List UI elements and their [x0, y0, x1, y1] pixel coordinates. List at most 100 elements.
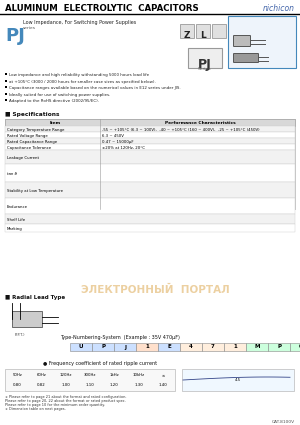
- FancyBboxPatch shape: [233, 36, 250, 46]
- FancyBboxPatch shape: [233, 54, 259, 62]
- Bar: [202, 343, 224, 351]
- Bar: [5, 119, 295, 126]
- Text: Rated Voltage Range: Rated Voltage Range: [7, 133, 48, 138]
- Bar: [5, 132, 295, 138]
- Text: ● Frequency coefficient of rated ripple current: ● Frequency coefficient of rated ripple …: [43, 361, 157, 366]
- Text: Performance Characteristics: Performance Characteristics: [165, 121, 236, 125]
- Text: 7: 7: [211, 345, 215, 349]
- Bar: [5, 126, 295, 132]
- Bar: [246, 343, 268, 351]
- Bar: [5, 224, 295, 232]
- Bar: [5, 369, 175, 391]
- Text: P(P.T.): P(P.T.): [15, 333, 26, 337]
- Bar: [5, 182, 295, 198]
- Bar: [5, 198, 295, 214]
- Text: CAT.8100V: CAT.8100V: [272, 420, 295, 424]
- Text: P: P: [101, 345, 105, 349]
- Text: -55 ~ +105°C (6.3 ~ 100V),  -40 ~ +105°C (160 ~ 400V),  -25 ~ +105°C (450V): -55 ~ +105°C (6.3 ~ 100V), -40 ~ +105°C …: [102, 128, 260, 131]
- Text: Capacitance Tolerance: Capacitance Tolerance: [7, 145, 51, 150]
- Text: Item: Item: [50, 121, 61, 125]
- Text: Ideally suited for use of switching power supplies.: Ideally suited for use of switching powe…: [9, 93, 110, 96]
- Text: ±20% at 120Hz, 20°C: ±20% at 120Hz, 20°C: [102, 145, 145, 150]
- Text: 10kHz: 10kHz: [133, 373, 145, 377]
- Text: 4.5: 4.5: [235, 378, 241, 382]
- Text: Endurance: Endurance: [7, 204, 28, 209]
- Text: 1: 1: [145, 345, 149, 349]
- Text: 1.00: 1.00: [61, 383, 70, 387]
- Text: U: U: [79, 345, 83, 349]
- Text: ∗ Please refer to page 21 about the format and rated configuration.: ∗ Please refer to page 21 about the form…: [5, 395, 127, 399]
- Text: tan δ: tan δ: [7, 172, 17, 176]
- Text: 1.40: 1.40: [158, 383, 167, 387]
- Text: 1: 1: [233, 345, 237, 349]
- Text: 0: 0: [299, 345, 300, 349]
- Bar: [5, 138, 295, 144]
- Text: 1kHz: 1kHz: [110, 373, 119, 377]
- Text: Category Temperature Range: Category Temperature Range: [7, 128, 64, 131]
- Text: M: M: [254, 345, 260, 349]
- Text: series: series: [23, 26, 36, 30]
- Text: 1.30: 1.30: [134, 383, 143, 387]
- Text: Low Impedance, For Switching Power Supplies: Low Impedance, For Switching Power Suppl…: [23, 20, 136, 25]
- Text: Please refer to page 10 for the minimum order quantity.: Please refer to page 10 for the minimum …: [5, 403, 105, 407]
- Bar: [180, 24, 194, 38]
- Text: Leakage Current: Leakage Current: [7, 156, 39, 159]
- Text: Low impedance and high reliability withstanding 5000 hours load life: Low impedance and high reliability withs…: [9, 73, 149, 77]
- Text: 300Hz: 300Hz: [84, 373, 96, 377]
- Bar: [158, 343, 180, 351]
- Bar: [228, 16, 296, 68]
- Text: ЭЛЕКТРОННЫЙ  ПОРТАЛ: ЭЛЕКТРОННЫЙ ПОРТАЛ: [81, 285, 230, 295]
- Text: nichicon: nichicon: [263, 4, 295, 13]
- Text: Z: Z: [184, 31, 190, 40]
- Text: 50Hz: 50Hz: [12, 373, 22, 377]
- Text: Stability at Low Temperature: Stability at Low Temperature: [7, 189, 63, 193]
- Bar: [188, 48, 222, 68]
- Text: Marking: Marking: [7, 227, 23, 230]
- Text: Series: Series: [198, 67, 212, 71]
- Text: PJ: PJ: [5, 27, 25, 45]
- Text: 1.20: 1.20: [110, 383, 119, 387]
- Text: Shelf Life: Shelf Life: [7, 218, 25, 221]
- Bar: [136, 343, 158, 351]
- Bar: [5, 214, 295, 224]
- Text: ALUMINUM  ELECTROLYTIC  CAPACITORS: ALUMINUM ELECTROLYTIC CAPACITORS: [5, 4, 199, 13]
- Bar: [114, 343, 136, 351]
- Text: 1.10: 1.10: [85, 383, 94, 387]
- Text: ■ Specifications: ■ Specifications: [5, 112, 59, 117]
- Bar: [196, 24, 210, 38]
- Bar: [212, 24, 226, 38]
- Bar: [5, 144, 295, 150]
- Text: 0.47 ~ 15000μF: 0.47 ~ 15000μF: [102, 139, 134, 144]
- Text: Rated Capacitance Range: Rated Capacitance Range: [7, 139, 57, 144]
- Text: P: P: [277, 345, 281, 349]
- Bar: [224, 343, 246, 351]
- Text: 6.3 ~ 450V: 6.3 ~ 450V: [102, 133, 124, 138]
- Text: L: L: [200, 31, 206, 40]
- Text: 0.80: 0.80: [13, 383, 22, 387]
- Text: at +105°C (3000 / 2000 hours for smaller case sizes as specified below).: at +105°C (3000 / 2000 hours for smaller…: [9, 79, 156, 83]
- Text: ∞: ∞: [161, 373, 164, 377]
- Text: Type-Numbering-System  (Example : 35V 470μF): Type-Numbering-System (Example : 35V 470…: [60, 335, 180, 340]
- Bar: [5, 150, 295, 164]
- Text: PJ: PJ: [198, 58, 212, 71]
- Bar: [5, 164, 295, 182]
- Bar: [268, 343, 290, 351]
- Bar: [12, 311, 42, 327]
- Text: ∗ Dimension table on next pages.: ∗ Dimension table on next pages.: [5, 407, 66, 411]
- Text: Please refer to page 20, 22 about the format or rated product spec.: Please refer to page 20, 22 about the fo…: [5, 399, 126, 403]
- Text: 4: 4: [189, 345, 193, 349]
- Text: Adapted to the RoHS directive (2002/95/EC).: Adapted to the RoHS directive (2002/95/E…: [9, 99, 99, 103]
- Bar: [70, 343, 92, 351]
- Bar: [182, 369, 294, 391]
- Bar: [5, 119, 295, 209]
- Text: E: E: [167, 345, 171, 349]
- Text: 60Hz: 60Hz: [37, 373, 46, 377]
- Bar: [92, 343, 114, 351]
- Text: Capacitance ranges available based on the numerical values in E12 series under J: Capacitance ranges available based on th…: [9, 86, 181, 90]
- Text: 0.82: 0.82: [37, 383, 46, 387]
- Bar: [180, 343, 202, 351]
- Bar: [290, 343, 300, 351]
- Text: J: J: [124, 345, 126, 349]
- Text: 120Hz: 120Hz: [59, 373, 72, 377]
- Text: ■ Radial Lead Type: ■ Radial Lead Type: [5, 295, 65, 300]
